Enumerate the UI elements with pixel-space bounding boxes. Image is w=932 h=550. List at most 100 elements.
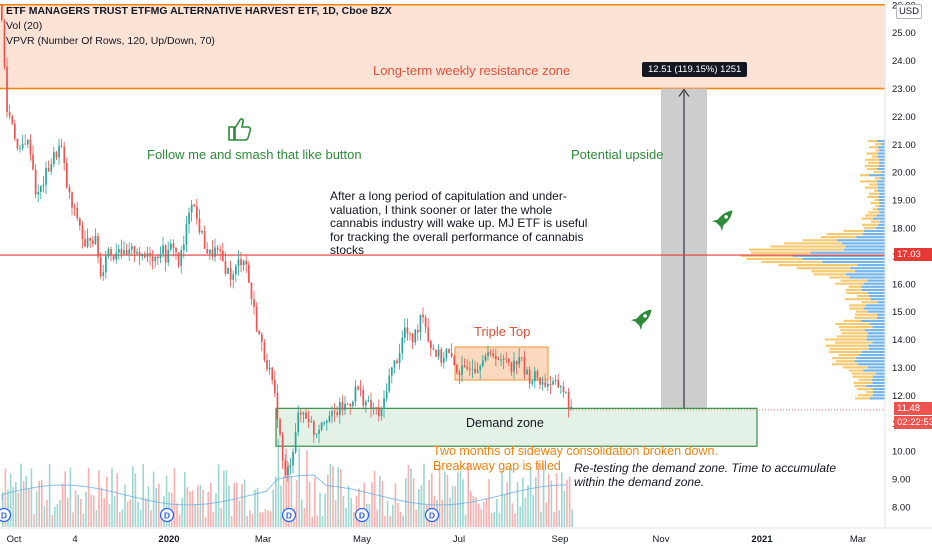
candle-body: [261, 334, 263, 343]
volume-profile-bar-down: [746, 257, 803, 260]
vpvr-indicator-label[interactable]: VPVR (Number Of Rows, 120, Up/Down, 70): [6, 35, 215, 47]
volume-bar: [220, 507, 222, 527]
volume-bar: [285, 448, 287, 527]
volume-bar: [384, 516, 386, 527]
symbol-title[interactable]: ETF MANAGERS TRUST ETFMG ALTERNATIVE HAR…: [6, 5, 392, 17]
volume-profile-bar-up: [836, 239, 885, 242]
candle-body: [505, 358, 508, 360]
time-tick-label: Oct: [7, 534, 22, 545]
candle-body: [170, 243, 172, 250]
candle-body: [466, 367, 469, 369]
volume-profile-bar-down: [871, 155, 878, 158]
volume-bar: [511, 503, 514, 527]
volume-profile-bar-down: [749, 248, 844, 251]
candle-body: [229, 267, 232, 280]
volume-profile-bar-up: [876, 214, 885, 217]
volume-profile-bar-up: [871, 378, 885, 381]
volume-bar: [282, 476, 285, 527]
candle-body: [118, 249, 120, 253]
volume-profile-bar-up: [876, 167, 885, 171]
volume-profile-bar-down: [841, 332, 868, 335]
candle-body: [302, 412, 305, 415]
volume-bar: [334, 500, 337, 527]
volume-profile-bar-up: [863, 229, 885, 233]
volume-bar: [483, 501, 485, 527]
volume-bar: [290, 476, 293, 527]
volume-bar: [501, 470, 503, 527]
volume-bar: [314, 477, 316, 527]
time-tick-label: 2020: [158, 534, 179, 545]
volume-bar: [555, 473, 558, 527]
candle-body: [73, 207, 76, 209]
volume-bar: [277, 438, 280, 527]
candle-body: [370, 400, 372, 409]
volume-profile-bar-down: [864, 164, 879, 167]
candle-body: [45, 167, 47, 185]
volume-profile-bar-down: [868, 211, 880, 214]
volume-profile-bar-down: [840, 329, 866, 332]
volume-profile-bar-up: [880, 220, 885, 223]
candle-body: [365, 401, 367, 406]
volume-profile-bar-down: [875, 205, 880, 208]
volume-bar: [457, 472, 459, 527]
volume-profile-bar-up: [877, 146, 885, 149]
candle-body: [37, 191, 40, 195]
volume-bar: [191, 490, 194, 527]
volume-profile-bar-up: [868, 347, 885, 350]
candle-body: [445, 349, 448, 358]
volume-bar: [12, 487, 14, 527]
volume-bar: [233, 483, 235, 527]
volume-profile-bar-down: [866, 391, 874, 394]
candle-body: [136, 251, 138, 254]
candle-body: [349, 403, 352, 406]
volume-bar: [316, 515, 319, 527]
volume-bar: [545, 502, 547, 527]
volume-profile-bar-up: [861, 285, 885, 288]
volume-bar: [15, 482, 17, 527]
price-tick-label: 24.00: [892, 56, 916, 67]
candle-body: [307, 418, 310, 423]
rocket-fin: [630, 318, 643, 331]
volume-bar: [95, 510, 98, 527]
volume-indicator-label[interactable]: Vol (20): [6, 20, 43, 32]
candle-body: [393, 360, 396, 368]
resistance-zone-label: Long-term weekly resistance zone: [373, 63, 571, 78]
volume-bar: [373, 470, 376, 527]
candle-body: [172, 243, 175, 249]
currency-badge[interactable]: USD: [895, 4, 922, 19]
candle-body: [240, 259, 242, 266]
volume-bar: [438, 464, 441, 527]
volume-bar: [178, 514, 181, 527]
volume-bar: [553, 511, 555, 527]
candle-body: [484, 356, 487, 361]
volume-profile-bar-up: [873, 217, 885, 220]
volume-profile-bar-up: [875, 372, 885, 375]
candle-body: [177, 252, 180, 266]
volume-bar: [246, 516, 248, 527]
candle-body: [471, 368, 474, 370]
volume-bar: [444, 471, 446, 527]
candle-body: [487, 352, 489, 357]
candle-body: [435, 349, 437, 357]
candle-body: [560, 386, 562, 388]
volume-bar: [217, 464, 220, 527]
triple-top-box: [454, 346, 549, 381]
volume-bar: [571, 509, 573, 527]
volume-bar: [61, 484, 64, 527]
volume-bar: [405, 478, 407, 527]
volume-bar: [202, 489, 204, 527]
volume-bar: [176, 503, 178, 527]
dividend-marker: [159, 507, 175, 523]
volume-profile-bar-up: [873, 391, 885, 394]
candle-body: [131, 246, 133, 250]
candle-body: [554, 379, 557, 382]
volume-bar: [415, 509, 417, 527]
candle-body: [180, 250, 183, 266]
volume-bar: [100, 487, 103, 527]
price-tick-label: 18.00: [892, 224, 916, 235]
candle-body: [367, 400, 370, 402]
candle-body: [297, 412, 300, 433]
candle-body: [536, 371, 539, 378]
